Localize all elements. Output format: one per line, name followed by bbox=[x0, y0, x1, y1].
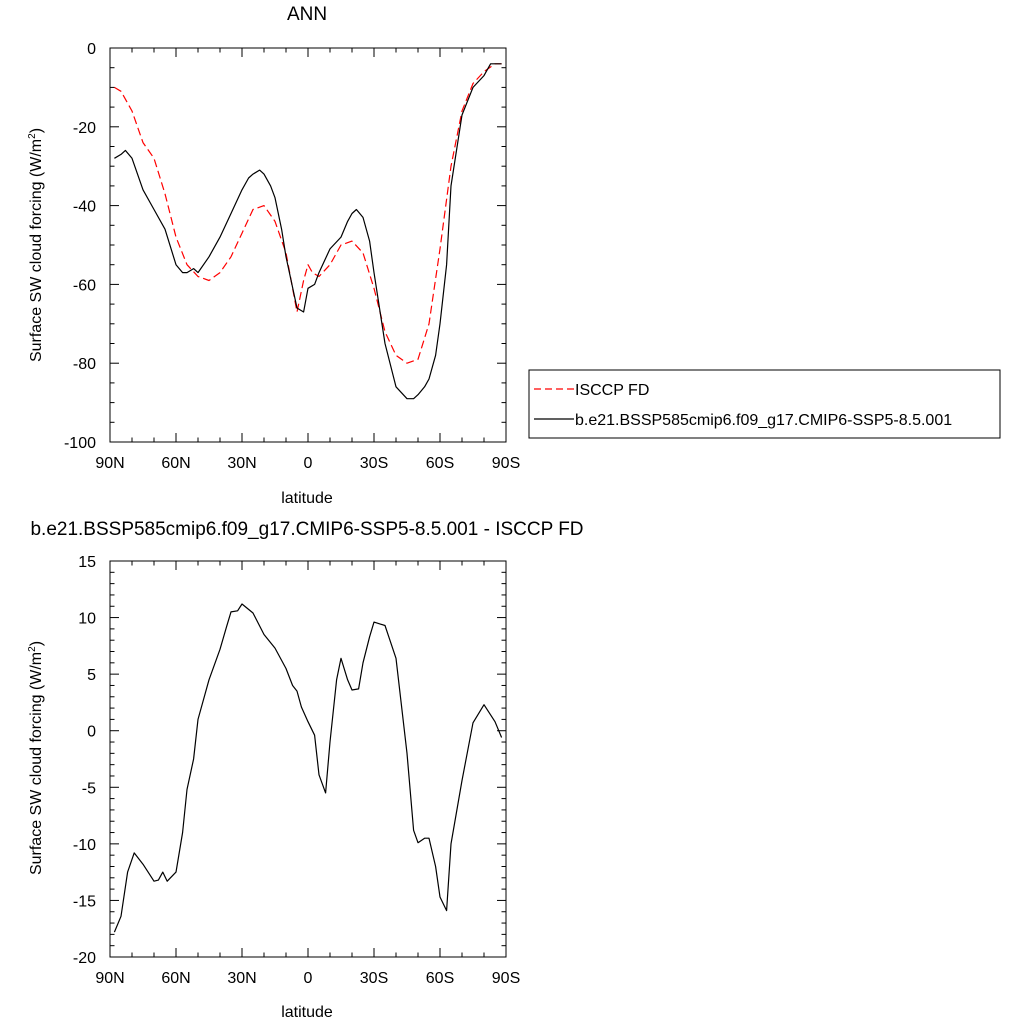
difference-x-tick-label: 60S bbox=[426, 970, 454, 987]
annual-chart-y-axis-label-main: Surface SW cloud forcing (W/m bbox=[28, 139, 45, 362]
annual-x-tick-label: 90S bbox=[492, 455, 520, 472]
difference-chart-frame bbox=[109, 560, 507, 958]
difference-x-tick-label: 30S bbox=[360, 970, 388, 987]
annual-chart: ANN 90N 60N 30N 0 30S 60S 90S 0 -20 -40 -60 -80 -100… bbox=[27, 4, 1001, 507]
difference-x-tick-label: 0 bbox=[304, 970, 313, 987]
difference-series-line-0 bbox=[113, 603, 503, 933]
difference-chart-title: b.e21.BSSP585cmip6.f09_g17.CMIP6-SSP5-8.… bbox=[30, 519, 583, 540]
difference-x-tick-label: 60N bbox=[161, 970, 190, 987]
difference-y-tick-label: 0 bbox=[87, 724, 96, 741]
annual-x-tick-label: 30N bbox=[227, 455, 256, 472]
annual-y-tick-label: -20 bbox=[73, 120, 96, 137]
annual-series-line-0 bbox=[114, 63, 502, 364]
annual-x-tick-label: 90N bbox=[95, 455, 124, 472]
difference-chart-y-axis-label-superscript: 2 bbox=[27, 646, 38, 652]
difference-x-tick-label: 90S bbox=[492, 970, 520, 987]
annual-chart-x-axis-label: latitude bbox=[281, 490, 333, 507]
annual-series-line-1 bbox=[114, 63, 502, 400]
legend-frame bbox=[528, 369, 1001, 439]
difference-chart-y-axis-label: Surface SW cloud forcing (W/m2) bbox=[27, 641, 45, 875]
difference-x-tick-label: 30N bbox=[227, 970, 256, 987]
difference-y-tick-label: 15 bbox=[78, 554, 96, 571]
annual-chart-y-axis-label-tail: ) bbox=[28, 128, 45, 133]
difference-y-tick-label: -20 bbox=[73, 950, 96, 967]
legend-label-model: b.e21.BSSP585cmip6.f09_g17.CMIP6-SSP5-8.… bbox=[575, 412, 952, 429]
legend-label-isccp-fd: ISCCP FD bbox=[575, 382, 649, 399]
annual-x-tick-label: 0 bbox=[304, 455, 313, 472]
annual-y-tick-label: -60 bbox=[73, 277, 96, 294]
difference-chart-x-axis-label: latitude bbox=[281, 1004, 333, 1021]
annual-chart-y-axis-label: Surface SW cloud forcing (W/m2) bbox=[27, 128, 45, 362]
annual-y-tick-label: -40 bbox=[73, 199, 96, 216]
annual-x-tick-label: 60N bbox=[161, 455, 190, 472]
difference-chart-y-axis-label-main: Surface SW cloud forcing (W/m bbox=[28, 652, 45, 875]
annual-chart-plot-area: 90N 60N 30N 0 30S 60S 90S 0 -20 -40 -60 -80 -100 bbox=[64, 41, 520, 472]
annual-y-tick-label: -80 bbox=[73, 356, 96, 373]
annual-x-tick-label: 30S bbox=[360, 455, 388, 472]
annual-chart-title: ANN bbox=[287, 4, 327, 25]
difference-y-tick-label: -10 bbox=[73, 837, 96, 854]
difference-y-tick-label: 5 bbox=[87, 667, 96, 684]
difference-y-tick-label: -15 bbox=[73, 893, 96, 910]
annual-x-tick-label: 60S bbox=[426, 455, 454, 472]
difference-y-tick-label: -5 bbox=[82, 780, 96, 797]
legend: ISCCP FD b.e21.BSSP585cmip6.f09_g17.CMIP… bbox=[528, 369, 1001, 439]
annual-y-tick-label: 0 bbox=[87, 41, 96, 58]
annual-y-tick-label: -100 bbox=[64, 435, 96, 452]
difference-chart-plot-area: 90N 60N 30N 0 30S 60S 90S 15 10 5 0 -5 -10 -15 -20 bbox=[73, 554, 520, 987]
annual-chart-y-axis-label-superscript: 2 bbox=[27, 133, 38, 139]
difference-y-tick-label: 10 bbox=[78, 611, 96, 628]
difference-chart-y-axis-label-tail: ) bbox=[28, 641, 45, 646]
difference-chart: b.e21.BSSP585cmip6.f09_g17.CMIP6-SSP5-8.… bbox=[27, 519, 584, 1021]
difference-x-tick-label: 90N bbox=[95, 970, 124, 987]
